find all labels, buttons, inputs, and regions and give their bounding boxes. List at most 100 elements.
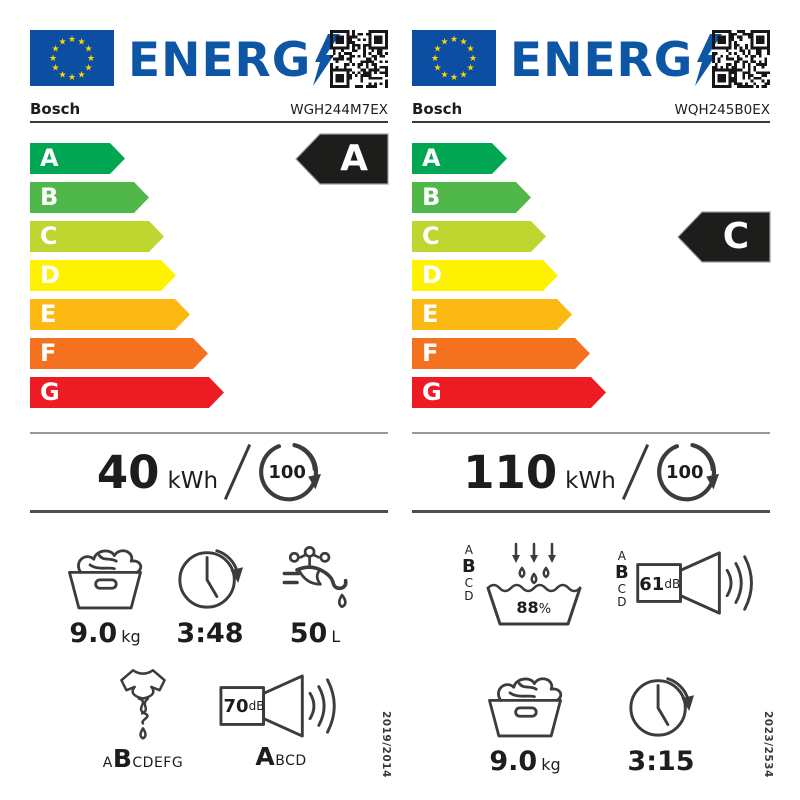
scale-letter: E: [40, 300, 57, 328]
noise-db-value: 70: [223, 695, 249, 717]
scale-letter: C: [422, 222, 440, 250]
slash-divider: [621, 443, 649, 501]
svg-text:★: ★: [77, 38, 85, 48]
capacity-value: 9.0: [489, 746, 538, 777]
svg-text:★: ★: [433, 64, 441, 74]
noise-db-value: 61: [639, 573, 665, 595]
energy-unit: kWh: [167, 467, 219, 494]
class-arrow-shape: [295, 132, 389, 185]
svg-text:★: ★: [58, 38, 66, 48]
water-tap-icon: [282, 546, 348, 609]
scale-letter: D: [40, 261, 60, 289]
scale-arrow-c: C: [412, 221, 546, 252]
scale-arrow-e: E: [30, 299, 190, 330]
header-divider: [412, 121, 770, 123]
svg-text:★: ★: [49, 54, 57, 64]
svg-text:★: ★: [51, 45, 59, 55]
spin-class-scale: ABCDEFG: [88, 744, 198, 773]
svg-text:★: ★: [431, 54, 439, 64]
svg-text:★: ★: [440, 38, 448, 48]
scale-arrow-d: D: [412, 260, 558, 291]
cycles-count: 100: [665, 461, 704, 483]
duration-metric: 3:48: [155, 540, 265, 649]
scale-letter: F: [40, 339, 57, 367]
energ-logo-text: ENERG: [510, 32, 694, 88]
energy-class-arrow: C: [677, 210, 771, 263]
capacity-unit: kg: [121, 627, 141, 646]
noise-db-unit: dB: [664, 577, 681, 591]
scale-divider: [412, 432, 770, 434]
duration-value: 3:48: [176, 618, 244, 649]
energy-value: 40: [96, 445, 160, 499]
scale-arrow-b: B: [412, 182, 531, 213]
regulation-number: 2019/2014: [380, 711, 392, 778]
scale-arrow-d: D: [30, 260, 176, 291]
svg-text:★: ★: [58, 71, 66, 81]
svg-text:★: ★: [51, 64, 59, 74]
energ-logo: ENERG: [128, 32, 341, 88]
scale-letter: B: [422, 183, 441, 211]
supplier-name: Bosch: [412, 100, 463, 118]
scale-letter: G: [422, 378, 442, 406]
spin-dry-icon: [120, 669, 166, 740]
energy-unit: kWh: [565, 467, 616, 494]
water-unit: L: [331, 627, 341, 646]
svg-text:★: ★: [84, 64, 92, 74]
energy-class-letter: A: [340, 138, 368, 179]
speaker-icon: [635, 551, 753, 615]
class-arrow-shape: [677, 210, 771, 263]
water-value: 50: [289, 618, 328, 649]
capacity-metric: 9.0 kg: [50, 540, 160, 649]
svg-text:★: ★: [466, 64, 474, 74]
noise-class-post: BCD: [275, 753, 307, 769]
regulation-number: 2023/2534: [762, 711, 774, 778]
scale-arrow-e: E: [412, 299, 572, 330]
scale-letter: F: [422, 339, 439, 367]
class-letter-d: D: [617, 595, 627, 610]
per-100-cycles-icon: 100: [655, 440, 719, 504]
svg-text:★: ★: [459, 38, 467, 48]
svg-text:★: ★: [466, 45, 474, 55]
scale-letter: C: [40, 222, 58, 250]
scale-arrow-b: B: [30, 182, 149, 213]
condensation-basin-icon: [486, 542, 582, 626]
spin-class-bold: B: [112, 744, 133, 773]
capacity-unit: kg: [541, 755, 561, 774]
clock-icon: [629, 677, 695, 737]
svg-text:★: ★: [459, 71, 467, 81]
scale-arrow-f: F: [30, 338, 208, 369]
capacity-metric: 9.0 kg: [470, 668, 580, 777]
qr-code: [330, 30, 388, 88]
model-number: WQH245B0EX: [674, 102, 770, 118]
scale-letter: A: [422, 144, 441, 172]
class-letter-a: A: [617, 549, 626, 563]
supplier-name: Bosch: [30, 100, 81, 118]
scale-arrow-a: A: [412, 143, 507, 174]
spin-class-pre: A: [102, 755, 113, 771]
svg-text:★: ★: [77, 71, 85, 81]
energy-divider: [30, 510, 388, 513]
energ-logo-text: ENERG: [128, 32, 312, 88]
class-letter-d: D: [464, 589, 474, 604]
scale-arrow-g: G: [30, 377, 224, 408]
scale-letter: E: [422, 300, 439, 328]
scale-letter: D: [422, 261, 442, 289]
header-divider: [30, 121, 388, 123]
laundry-basket-icon: [68, 549, 143, 610]
eu-flag-icon: ★ ★ ★ ★ ★ ★ ★ ★ ★ ★ ★ ★: [412, 30, 496, 86]
lightning-bolt-icon: [695, 34, 723, 86]
svg-text:★: ★: [68, 35, 76, 45]
qr-code: [712, 30, 770, 88]
svg-text:★: ★: [87, 54, 95, 64]
svg-text:★: ★: [440, 71, 448, 81]
class-letter-c: C: [464, 575, 474, 590]
svg-text:★: ★: [433, 45, 441, 55]
laundry-basket-icon: [488, 677, 563, 738]
scale-letter: G: [40, 378, 60, 406]
